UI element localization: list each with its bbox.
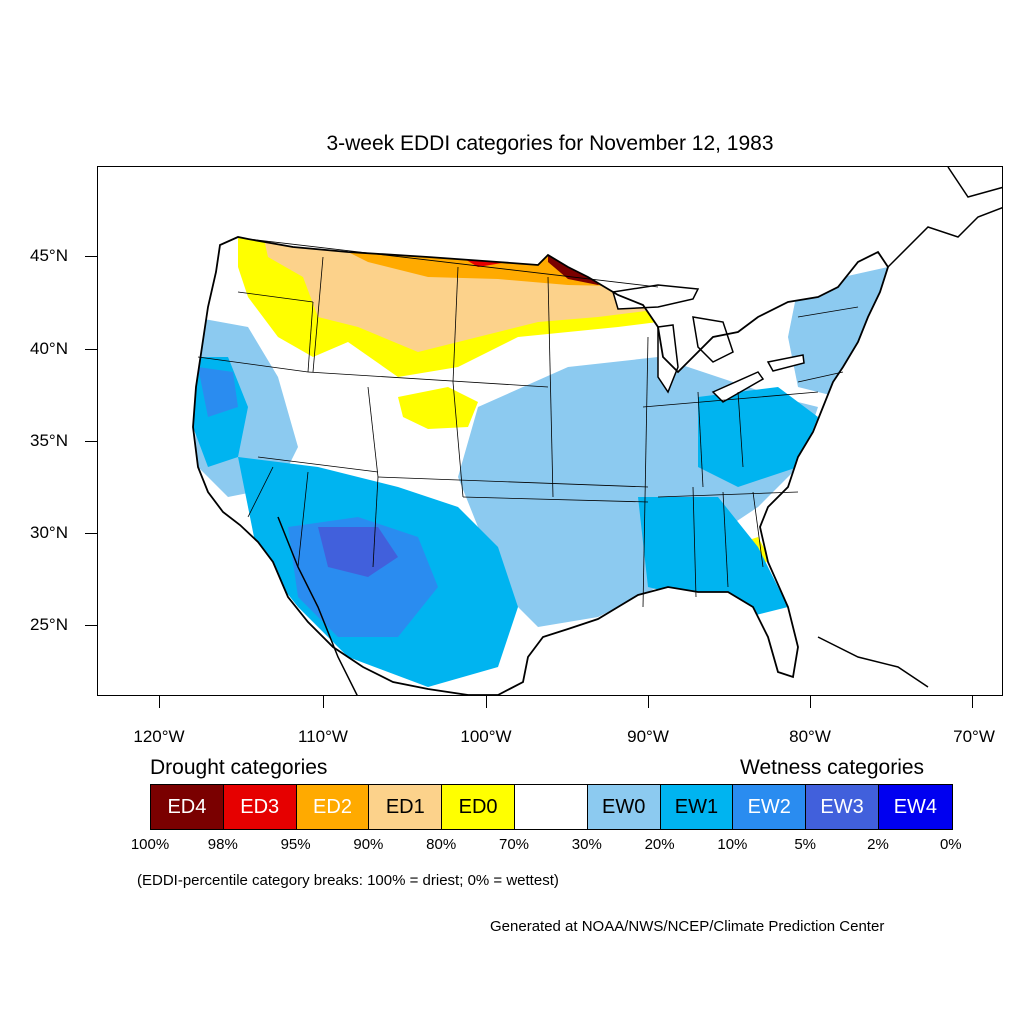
lon-tick-110 bbox=[323, 696, 324, 708]
legend-break-label: 5% bbox=[794, 836, 817, 853]
ew1-southeast bbox=[638, 497, 788, 617]
legend-cell-ed4: ED4 bbox=[151, 785, 224, 829]
lat-tick-40 bbox=[85, 349, 97, 350]
lat-label-40: 40°N bbox=[30, 339, 68, 358]
legend-break-label: 100% bbox=[130, 836, 170, 853]
legend-cell-ed3: ED3 bbox=[223, 785, 297, 829]
ew3-arizona-core bbox=[318, 527, 398, 577]
lon-tick-80 bbox=[810, 696, 811, 708]
legend-cell-ew3: EW3 bbox=[806, 785, 879, 829]
map-canvas bbox=[192, 167, 1002, 695]
lat-label-45: 45°N bbox=[30, 246, 68, 265]
legend-break-label: 30% bbox=[571, 836, 602, 853]
lat-tick-35 bbox=[85, 441, 97, 442]
legend-break-label: 80% bbox=[426, 836, 457, 853]
lon-tick-120 bbox=[159, 696, 160, 708]
legend-cell-ew2: EW2 bbox=[733, 785, 807, 829]
lat-tick-25 bbox=[85, 625, 97, 626]
legend-colorbar: ED4 ED3 ED2 ED1 ED0 EW0 EW1 EW2 EW3 EW4 bbox=[150, 784, 953, 830]
legend-break-label: 98% bbox=[207, 836, 238, 853]
lake-huron bbox=[692, 316, 734, 363]
legend-cell-ed2: ED2 bbox=[296, 785, 370, 829]
legend-break-label: 95% bbox=[280, 836, 311, 853]
lake-superior bbox=[612, 284, 700, 310]
legend-cell-neutral bbox=[514, 785, 588, 829]
wetness-heading: Wetness categories bbox=[740, 756, 925, 779]
credit-line: Generated at NOAA/NWS/NCEP/Climate Predi… bbox=[490, 918, 885, 935]
lon-label-100: 100°W bbox=[460, 727, 512, 746]
lake-erie bbox=[711, 371, 765, 403]
lake-michigan bbox=[657, 324, 679, 394]
ew2-california-core bbox=[198, 367, 238, 417]
lon-tick-90 bbox=[648, 696, 649, 708]
lat-tick-30 bbox=[85, 533, 97, 534]
legend-cell-ed0: ED0 bbox=[442, 785, 515, 829]
category-shading bbox=[193, 237, 888, 687]
drought-heading: Drought categories bbox=[150, 756, 328, 779]
ew1-ohio-valley bbox=[698, 387, 818, 487]
lake-ontario bbox=[766, 354, 805, 372]
lon-label-110: 110°W bbox=[298, 727, 348, 746]
lon-label-120: 120°W bbox=[133, 727, 185, 746]
lon-label-70: 70°W bbox=[953, 727, 995, 746]
legend-cell-ew0: EW0 bbox=[587, 785, 661, 829]
lat-label-35: 35°N bbox=[30, 431, 68, 450]
legend-cell-ed1: ED1 bbox=[369, 785, 443, 829]
ed0-colorado bbox=[398, 387, 478, 429]
ed3-patch-west bbox=[288, 237, 323, 242]
lon-label-80: 80°W bbox=[789, 727, 831, 746]
legend-break-label: 2% bbox=[867, 836, 889, 853]
legend-cell-ew4: EW4 bbox=[878, 785, 952, 829]
us-coastline bbox=[192, 236, 889, 695]
lat-tick-45 bbox=[85, 256, 97, 257]
lat-label-30: 30°N bbox=[30, 523, 68, 542]
lon-tick-100 bbox=[486, 696, 487, 708]
legend-break-label: 10% bbox=[717, 836, 748, 853]
eddi-map bbox=[97, 166, 1003, 696]
lon-tick-70 bbox=[972, 696, 973, 708]
great-lakes bbox=[612, 284, 805, 403]
legend-cell-ew1: EW1 bbox=[660, 785, 734, 829]
map-title: 3-week EDDI categories for November 12, … bbox=[326, 132, 774, 155]
legend-break-label: 70% bbox=[498, 836, 530, 853]
legend-break-label: 90% bbox=[353, 836, 384, 853]
neighbor-outlines bbox=[277, 167, 1002, 695]
legend-break-label: 0% bbox=[939, 836, 962, 853]
category-note: (EDDI-percentile category breaks: 100% =… bbox=[137, 872, 559, 889]
lat-label-25: 25°N bbox=[30, 615, 68, 634]
lon-label-90: 90°W bbox=[627, 727, 669, 746]
legend-break-label: 20% bbox=[644, 836, 675, 853]
